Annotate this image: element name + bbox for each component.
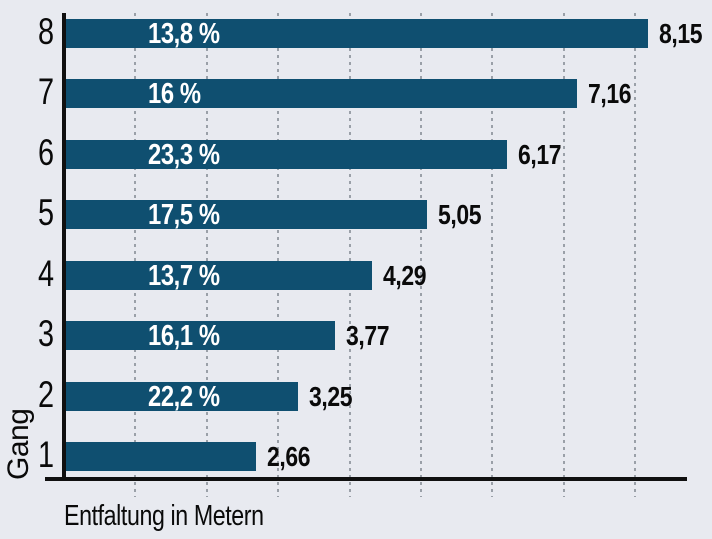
y-tick-label: 8 [37, 10, 54, 52]
bar-row-gang-3: 3 16,1 % 3,77 [38, 315, 712, 353]
x-axis-title: Entfaltung in Metern [64, 500, 264, 532]
value-label: 3,77 [346, 320, 390, 352]
y-tick-label: 7 [37, 71, 54, 113]
gridline-4m [348, 13, 351, 497]
value-label: 2,66 [266, 441, 310, 473]
gridline-2m [205, 13, 208, 497]
bar: 13,8 % [66, 17, 648, 50]
gridline-8m [634, 13, 637, 497]
y-tick-label: 6 [37, 131, 54, 173]
bar: 22,2 % [66, 380, 299, 413]
y-tick-label: 1 [37, 434, 54, 476]
bar-annotation: 22,2 % [148, 380, 220, 413]
bar: 13,7 % [66, 259, 373, 292]
bar-row-gang-1: 1 2,66 [38, 436, 712, 473]
bar-row-gang-6: 6 23,3 % 6,17 [38, 134, 712, 171]
gridline-3m [277, 13, 280, 497]
y-tick-label: 5 [37, 192, 54, 234]
bar [66, 442, 256, 472]
value-label: 5,05 [437, 199, 481, 231]
bar-annotation: 16,1 % [148, 320, 220, 353]
bar-annotation: 13,7 % [148, 259, 220, 292]
bar: 16,1 % [66, 320, 336, 353]
x-axis-line [45, 477, 687, 481]
bar-row-gang-4: 4 13,7 % 4,29 [38, 255, 712, 292]
value-label: 6,17 [517, 138, 561, 170]
bar-annotation: 16 % [148, 78, 201, 111]
y-tick-label: 3 [37, 313, 54, 355]
value-label: 8,15 [658, 17, 702, 49]
y-axis-title: Gang [2, 408, 35, 480]
gridline-6m [491, 13, 494, 497]
value-label: 3,25 [309, 380, 353, 412]
gridline-5m [420, 13, 422, 497]
y-axis-line [62, 13, 66, 481]
bar-row-gang-8: 8 13,8 % 8,15 [38, 13, 712, 50]
gridline-7m [562, 13, 565, 497]
bar: 17,5 % [66, 199, 427, 232]
bar: 23,3 % [66, 138, 507, 171]
bar-annotation: 23,3 % [148, 138, 220, 171]
value-label: 4,29 [383, 259, 427, 291]
bar-annotation: 17,5 % [148, 199, 220, 232]
bar-row-gang-5: 5 17,5 % 5,05 [38, 194, 712, 232]
value-label: 7,16 [588, 78, 632, 110]
bar: 16 % [66, 78, 578, 111]
y-tick-label: 2 [37, 373, 54, 415]
bar-annotation: 13,8 % [148, 17, 220, 50]
bar-row-gang-2: 2 22,2 % 3,25 [38, 376, 712, 413]
bar-row-gang-7: 7 16 % 7,16 [38, 73, 712, 111]
gridline-1m [134, 13, 137, 497]
y-tick-label: 4 [37, 252, 54, 294]
